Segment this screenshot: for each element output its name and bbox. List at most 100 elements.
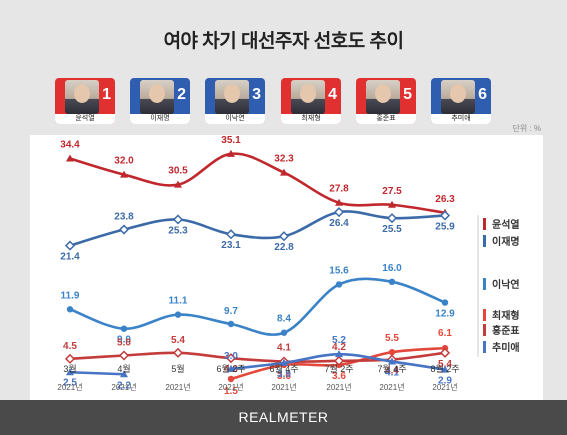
series-line [68,152,447,215]
data-label: 5.0 [117,338,131,349]
candidate-card: 5 홍준표 [356,78,416,124]
data-label: 25.9 [435,221,455,232]
data-label: 5.4 [171,335,185,346]
data-label: 1.5 [224,386,238,397]
data-label: 5.2 [332,335,346,346]
data-point-marker [118,224,130,235]
data-point-marker [120,370,128,378]
data-point-marker [227,375,235,383]
x-tick-year: 2021년 [379,382,404,392]
data-point-marker [172,214,184,225]
data-label: 5.5 [385,333,399,344]
data-point-marker [227,149,235,157]
candidate-name: 추미애 [431,114,491,124]
footer-bar [0,400,567,435]
data-point-marker [333,355,345,366]
legend-label: 추미애 [492,341,520,354]
data-point-marker [227,364,235,372]
data-point-marker [66,154,74,162]
legend-label: 이재명 [492,235,520,248]
candidate-name: 윤석열 [55,114,115,124]
data-label: 15.6 [329,265,349,276]
line-chart: 34.4 32.0 30.5 35.1 32.3 27.8 27.5 26.3 윤석열 21.4 2… [57,135,520,397]
legend-label: 홍준표 [492,324,520,337]
x-tick-label: 5월 [171,363,184,374]
data-label: 27.8 [329,184,349,195]
data-label: 2.5 [63,377,77,388]
candidate-card: 3 이낙연 [205,78,265,124]
legend-swatch [483,324,486,336]
data-point-marker [335,198,343,206]
data-label: 30.5 [168,166,188,177]
legend-label: 최재형 [492,309,520,322]
data-point-marker [66,306,74,313]
x-tick-year: 2021년 [271,382,296,392]
data-label: 4.1 [385,368,399,379]
data-label: 22.8 [274,242,294,253]
data-point-marker [388,278,396,285]
data-point-marker [174,180,182,188]
legend-label: 이낙연 [492,278,520,291]
data-label: 23.1 [221,240,241,251]
legend-label: 윤석열 [492,218,520,231]
x-tick-year: 2021년 [57,382,82,392]
data-label: 4.5 [63,341,77,352]
candidate-card: 1 윤석열 [55,78,115,124]
candidate-photo [291,80,325,114]
data-point-marker [335,350,343,358]
candidate-number: 4 [328,86,337,103]
candidate-number: 3 [252,86,261,103]
data-label: 27.5 [382,186,402,197]
data-point-marker [120,325,128,332]
legend-swatch [483,278,486,290]
x-tick-label: 6월 2주 [216,363,245,374]
data-label: 11.1 [169,296,188,307]
x-tick-label: 7월 4주 [377,363,406,374]
data-point-marker [333,207,345,218]
data-point-marker [120,170,128,178]
data-label: 2.2 [117,380,131,391]
candidate-number: 2 [177,86,186,103]
data-point-marker [439,210,451,221]
unit-label: 단위 : % [512,124,541,133]
data-label: 26.4 [329,218,349,229]
candidate-number: 5 [403,86,412,103]
legend-swatch [483,235,486,247]
data-label: 4.1 [277,343,291,354]
data-label: 21.4 [60,252,80,263]
x-tick-label: 8월 2주 [430,363,459,374]
data-label: 23.8 [114,212,134,223]
candidate-photo [215,80,249,114]
data-label: 16.0 [382,263,402,274]
data-point-marker [66,368,74,376]
candidate-number: 1 [102,86,111,103]
candidate-card: 2 이재명 [130,78,190,124]
candidate-photo [65,80,99,114]
data-point-marker [64,353,76,364]
data-label: 25.5 [382,224,402,235]
candidate-name: 이재명 [130,114,190,124]
data-label: 3.6 [332,371,346,382]
data-point-marker [225,229,237,240]
data-point-marker [439,347,451,358]
data-label: 4.2 [332,342,346,353]
data-point-marker [172,347,184,358]
series-line [68,370,126,376]
legend-swatch [483,218,486,230]
data-point-marker [280,329,288,336]
data-label: 5.4 [438,359,452,370]
data-label: 32.3 [274,154,294,165]
data-label: 35.1 [221,135,241,146]
chart-panel: 34.4 32.0 30.5 35.1 32.3 27.8 27.5 26.3 윤석열 21.4 2… [30,135,543,400]
data-point-marker [441,299,449,306]
data-label: 3.6 [277,371,291,382]
data-point-marker [64,240,76,251]
series-line [68,277,447,336]
x-tick-label: 7월 2주 [324,363,353,374]
candidate-photo [441,80,475,114]
candidate-card: 6 추미애 [431,78,491,124]
candidate-name: 이낙연 [205,114,265,124]
data-point-marker [441,365,449,373]
data-label: 2.9 [438,376,452,387]
data-point-marker [280,358,288,366]
